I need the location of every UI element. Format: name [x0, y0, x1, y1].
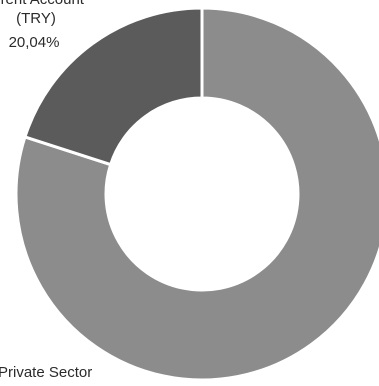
- slice-label-private-sector: Private Sector: [0, 364, 92, 381]
- labels-layer: ...rent Account (TRY) 20,04% Private Sec…: [0, 0, 92, 381]
- slice-private-sector: [14, 6, 379, 382]
- slices-layer: [14, 6, 379, 382]
- slice-label-current-account-line-1: ...rent Account: [0, 0, 85, 8]
- slice-label-current-account-line-2: (TRY): [16, 10, 56, 27]
- slice-value-current-account: 20,04%: [9, 34, 60, 51]
- slice-current-account: [23, 6, 204, 167]
